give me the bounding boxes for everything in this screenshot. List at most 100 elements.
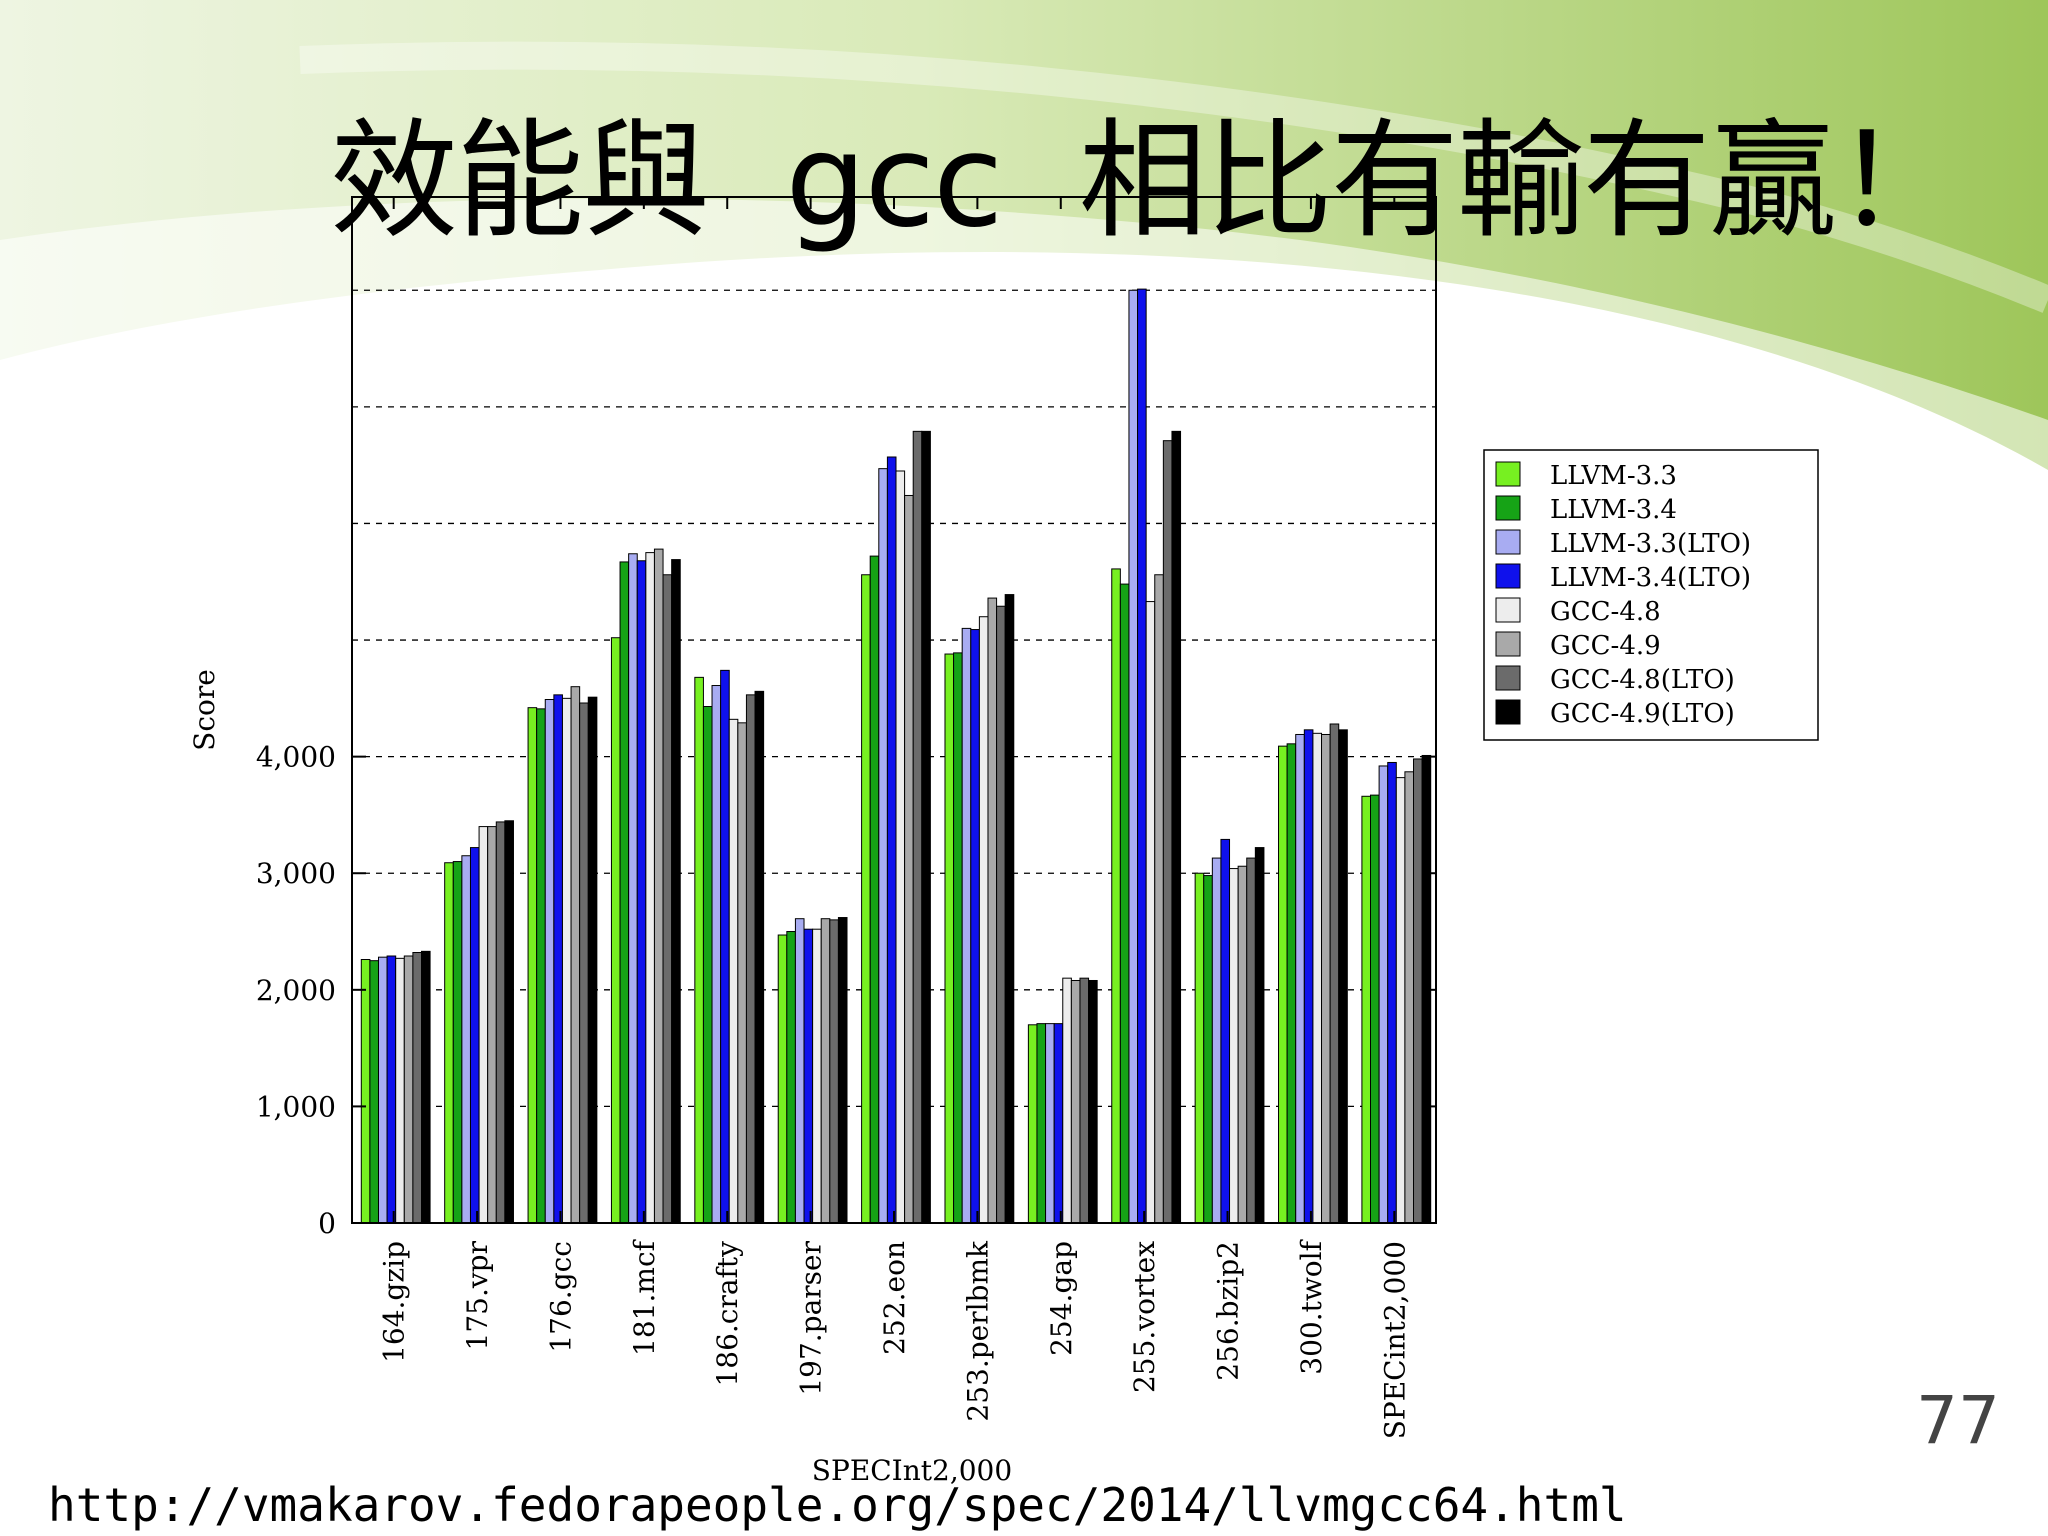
bar-300.twolf-GCC-4.8 bbox=[1312, 732, 1323, 1224]
x-tick-label: 254.gap bbox=[1045, 1241, 1078, 1356]
bar-255.vortex-GCC-4.8(LTO) bbox=[1162, 440, 1173, 1224]
bar-253.perlbmk-LLVM-3.4 bbox=[953, 652, 963, 1224]
bar-181.mcf-GCC-4.8 bbox=[645, 552, 655, 1224]
bar-164.gzip-GCC-4.8 bbox=[395, 957, 405, 1224]
legend-swatch bbox=[1495, 563, 1521, 589]
bar-176.gcc-GCC-4.9 bbox=[570, 686, 581, 1224]
y-tick-label: 2,000 bbox=[256, 974, 336, 1007]
bar-254.gap-LLVM-3.4 bbox=[1036, 1023, 1047, 1224]
bar-SPECint2,000-LLVM-3.3(LTO) bbox=[1378, 765, 1389, 1224]
bar-253.perlbmk-LLVM-3.3 bbox=[944, 653, 955, 1224]
bar-176.gcc-GCC-4.8(LTO) bbox=[579, 702, 589, 1224]
bar-253.perlbmk-GCC-4.8(LTO) bbox=[996, 605, 1006, 1224]
legend-swatch bbox=[1495, 597, 1521, 623]
legend-swatch bbox=[1495, 631, 1521, 657]
bar-255.vortex-GCC-4.8 bbox=[1145, 601, 1156, 1224]
bar-253.perlbmk-LLVM-3.3(LTO) bbox=[961, 627, 972, 1224]
y-tick-label: 1,000 bbox=[256, 1090, 336, 1123]
bar-255.vortex-LLVM-3.3(LTO) bbox=[1128, 289, 1139, 1224]
bar-256.bzip2-GCC-4.8(LTO) bbox=[1246, 857, 1256, 1224]
bar-255.vortex-LLVM-3.4(LTO) bbox=[1137, 288, 1147, 1224]
bar-175.vpr-GCC-4.9(LTO) bbox=[504, 820, 514, 1224]
bar-253.perlbmk-GCC-4.9(LTO) bbox=[1004, 594, 1015, 1224]
legend-label: GCC-4.8(LTO) bbox=[1550, 665, 1735, 695]
legend-swatch bbox=[1495, 495, 1521, 521]
bar-252.eon-LLVM-3.3 bbox=[861, 574, 871, 1224]
bar-300.twolf-GCC-4.9(LTO) bbox=[1338, 729, 1348, 1224]
chart-legend: LLVM-3.3 LLVM-3.4 LLVM-3.3(LTO) LLVM-3.4(LT… bbox=[1483, 449, 1819, 741]
bar-256.bzip2-LLVM-3.4 bbox=[1203, 875, 1213, 1224]
x-axis-label: SPECInt2,000 bbox=[812, 1454, 1012, 1487]
y-tick-label: 3,000 bbox=[256, 857, 336, 890]
bar-256.bzip2-GCC-4.9 bbox=[1237, 865, 1248, 1224]
bar-SPECint2,000-LLVM-3.4 bbox=[1370, 794, 1380, 1224]
bar-255.vortex-LLVM-3.4 bbox=[1119, 583, 1130, 1224]
y-tick-label: 4,000 bbox=[256, 741, 336, 774]
bar-300.twolf-LLVM-3.3 bbox=[1278, 745, 1288, 1224]
bar-176.gcc-LLVM-3.3 bbox=[527, 707, 538, 1224]
legend-label: GCC-4.8 bbox=[1550, 597, 1661, 627]
bar-197.parser-GCC-4.9 bbox=[820, 918, 831, 1224]
bar-181.mcf-LLVM-3.4(LTO) bbox=[636, 560, 647, 1224]
bar-176.gcc-LLVM-3.3(LTO) bbox=[544, 699, 555, 1224]
bar-255.vortex-LLVM-3.3 bbox=[1111, 568, 1121, 1224]
x-tick-label: 256.bzip2 bbox=[1212, 1241, 1245, 1381]
bar-SPECint2,000-GCC-4.8 bbox=[1395, 777, 1406, 1224]
bar-253.perlbmk-GCC-4.8 bbox=[978, 616, 989, 1224]
bar-164.gzip-GCC-4.9(LTO) bbox=[420, 950, 431, 1224]
bar-252.eon-GCC-4.8 bbox=[895, 470, 906, 1224]
bar-253.perlbmk-GCC-4.9 bbox=[987, 597, 998, 1224]
bar-175.vpr-GCC-4.9 bbox=[487, 826, 497, 1224]
legend-swatch bbox=[1495, 699, 1521, 725]
bar-181.mcf-GCC-4.9 bbox=[653, 548, 664, 1224]
x-tick-label: 253.perlbmk bbox=[961, 1240, 994, 1422]
bar-256.bzip2-GCC-4.8 bbox=[1229, 868, 1239, 1224]
legend-label: LLVM-3.3(LTO) bbox=[1550, 529, 1751, 559]
bar-256.bzip2-LLVM-3.3 bbox=[1194, 872, 1205, 1224]
bar-256.bzip2-LLVM-3.4(LTO) bbox=[1220, 838, 1231, 1224]
bar-254.gap-GCC-4.8 bbox=[1062, 977, 1072, 1224]
bar-181.mcf-GCC-4.9(LTO) bbox=[671, 559, 681, 1224]
page-number: 77 bbox=[1916, 1382, 2000, 1459]
bar-SPECint2,000-LLVM-3.3 bbox=[1361, 795, 1372, 1224]
bar-197.parser-GCC-4.8(LTO) bbox=[829, 919, 839, 1224]
bar-254.gap-GCC-4.9 bbox=[1070, 979, 1081, 1224]
bar-197.parser-GCC-4.8 bbox=[812, 928, 822, 1224]
bar-186.crafty-LLVM-3.3(LTO) bbox=[711, 685, 722, 1224]
bar-SPECint2,000-LLVM-3.4(LTO) bbox=[1387, 761, 1397, 1224]
bar-176.gcc-GCC-4.9(LTO) bbox=[587, 696, 598, 1224]
x-tick-label: 197.parser bbox=[795, 1240, 828, 1395]
x-tick-label: 300.twolf bbox=[1295, 1238, 1328, 1374]
bar-164.gzip-LLVM-3.3 bbox=[360, 959, 371, 1224]
y-axis-label: Score bbox=[188, 669, 221, 751]
x-tick-label: 175.vpr bbox=[461, 1240, 494, 1350]
bar-175.vpr-LLVM-3.3(LTO) bbox=[461, 855, 471, 1224]
x-tick-label: 181.mcf bbox=[628, 1238, 661, 1356]
bar-164.gzip-LLVM-3.3(LTO) bbox=[377, 956, 388, 1224]
bar-164.gzip-LLVM-3.4(LTO) bbox=[386, 955, 397, 1224]
bar-186.crafty-LLVM-3.4(LTO) bbox=[720, 669, 730, 1224]
bar-197.parser-LLVM-3.3(LTO) bbox=[794, 918, 805, 1224]
legend-label: GCC-4.9(LTO) bbox=[1550, 699, 1735, 729]
bar-256.bzip2-LLVM-3.3(LTO) bbox=[1211, 857, 1222, 1224]
bar-176.gcc-GCC-4.8 bbox=[561, 697, 572, 1224]
bar-175.vpr-LLVM-3.3 bbox=[444, 862, 454, 1224]
x-tick-label: 176.gcc bbox=[544, 1241, 577, 1353]
bar-164.gzip-GCC-4.8(LTO) bbox=[412, 952, 422, 1224]
bar-164.gzip-LLVM-3.4 bbox=[369, 960, 379, 1224]
bar-164.gzip-GCC-4.9 bbox=[403, 955, 414, 1224]
bar-181.mcf-LLVM-3.3(LTO) bbox=[628, 553, 638, 1224]
legend-label: LLVM-3.3 bbox=[1550, 461, 1677, 491]
bar-197.parser-GCC-4.9(LTO) bbox=[837, 917, 848, 1224]
x-tick-label: 255.vortex bbox=[1128, 1241, 1161, 1393]
bar-256.bzip2-GCC-4.9(LTO) bbox=[1254, 847, 1265, 1224]
legend-swatch bbox=[1495, 529, 1521, 555]
bar-175.vpr-GCC-4.8 bbox=[478, 826, 489, 1224]
bar-197.parser-LLVM-3.4(LTO) bbox=[803, 928, 814, 1224]
bar-175.vpr-LLVM-3.4 bbox=[452, 861, 463, 1224]
legend-label: LLVM-3.4(LTO) bbox=[1550, 563, 1751, 593]
source-url: http://vmakarov.fedorapeople.org/spec/20… bbox=[48, 1478, 1627, 1532]
bar-254.gap-GCC-4.9(LTO) bbox=[1088, 979, 1098, 1224]
